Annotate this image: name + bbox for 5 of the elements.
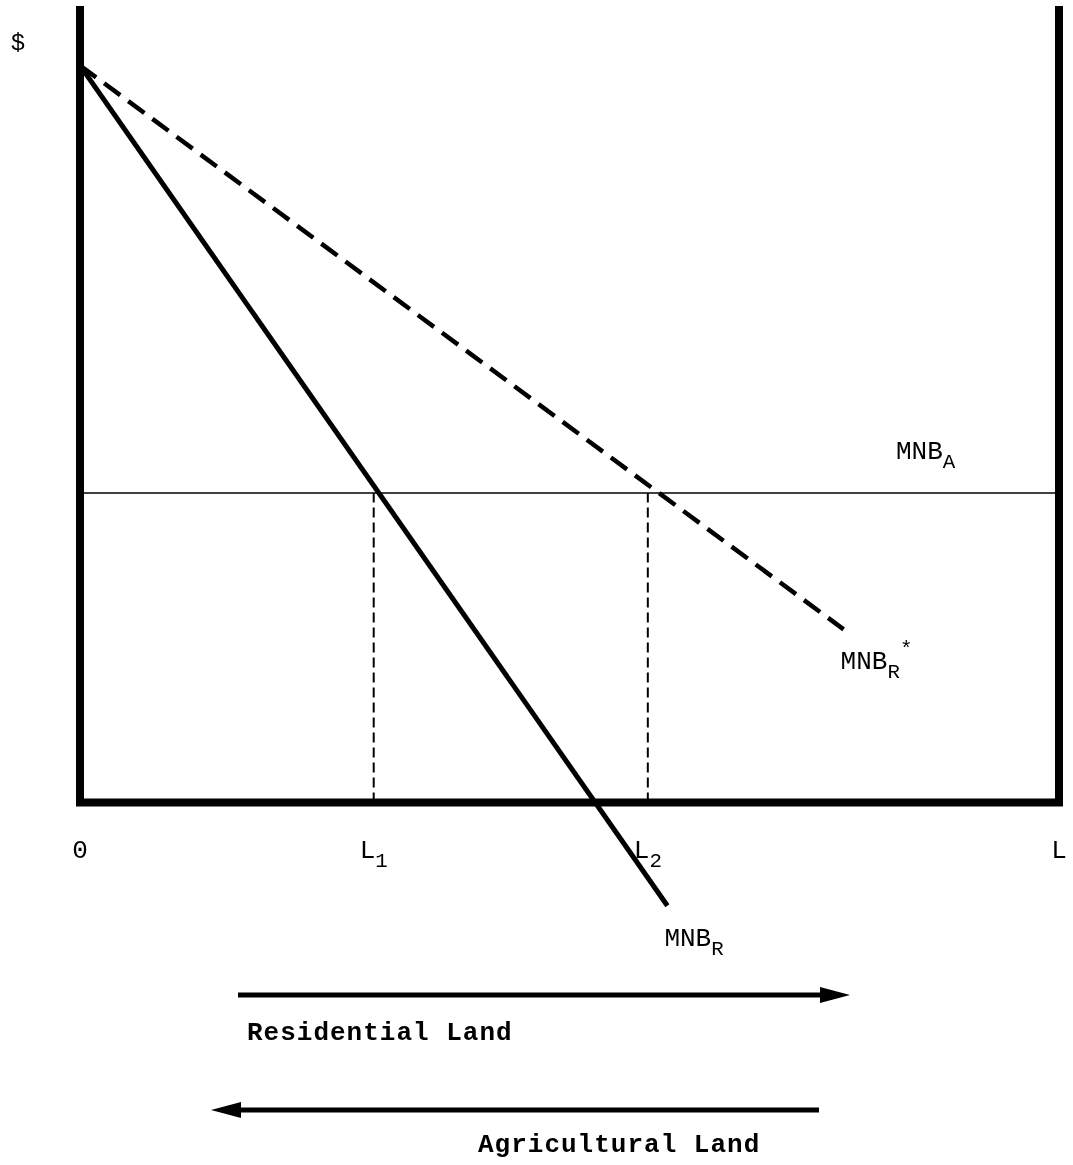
text: Residential Land — [247, 1018, 513, 1048]
y-axis-title: $ — [10, 30, 26, 58]
text: Agricultural Land — [478, 1130, 761, 1160]
x-tick-label: L — [1051, 835, 1067, 866]
x-tick-label: 0 — [72, 835, 88, 866]
